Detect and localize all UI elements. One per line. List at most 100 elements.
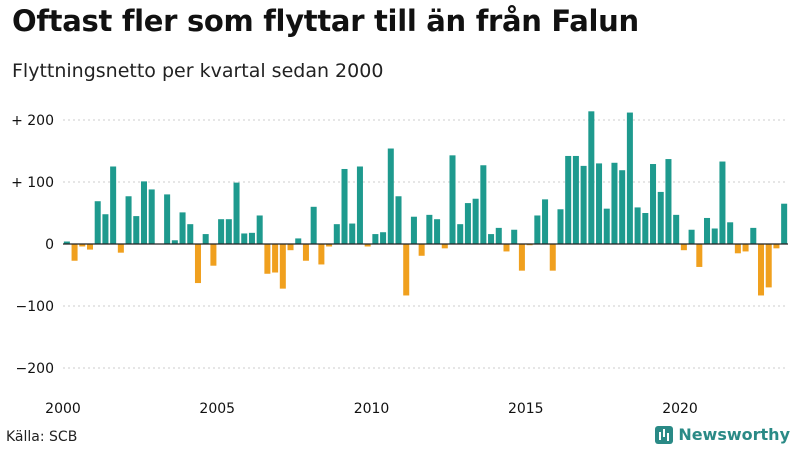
bar [79,244,86,247]
bar [110,166,117,244]
x-tick-label: 2005 [199,401,235,417]
bar [364,244,371,247]
bar [480,165,487,244]
bar [696,244,703,267]
bar [750,227,757,244]
bar [326,244,333,247]
bar [619,170,626,244]
bar [140,181,147,244]
bar [572,155,579,244]
bar [704,217,711,244]
bar [781,203,788,244]
bar [503,244,510,252]
brand-name: Newsworthy [678,425,790,444]
bar [534,215,541,244]
bar [395,196,402,244]
brand-logo: Newsworthy [655,425,790,444]
bar [758,244,765,296]
bar [464,203,471,244]
bar [580,165,587,244]
y-tick-label: + 200 [11,113,54,129]
bar [673,214,680,244]
bar [218,219,225,244]
x-tick-label: 2015 [508,401,544,417]
bar [210,244,217,266]
y-tick-label: −100 [16,299,54,315]
chart-logo-icon [655,425,674,444]
x-tick-label: 2000 [45,401,81,417]
bar [441,244,448,249]
bar [102,214,109,244]
bar [742,244,749,252]
bar [773,244,780,249]
bar [341,168,348,244]
bar [225,219,232,244]
bar [318,244,325,265]
bar [549,244,556,271]
bar [256,215,263,244]
bar [133,216,140,244]
bar [241,233,248,244]
bar [457,224,464,244]
bar [194,244,201,284]
bar [526,244,533,246]
bar [295,238,302,244]
bar [86,244,94,250]
chart-title: Oftast fler som flyttar till än från Fal… [12,4,639,38]
bar [488,234,495,244]
bar [495,227,502,244]
bar [287,244,294,251]
bar [434,219,441,244]
bar [542,199,549,244]
x-tick-label: 2020 [662,401,698,417]
bar [680,244,687,251]
bar [410,216,417,244]
bar [63,241,70,244]
bar [171,240,178,244]
bar [642,213,649,244]
bar [557,209,564,244]
bar [94,201,101,244]
bar [117,244,124,253]
bar [657,191,664,244]
bar [688,229,695,244]
bar [511,229,518,244]
y-tick-label: −200 [16,361,54,377]
bar [418,244,425,256]
bar [356,166,363,244]
bar [711,228,718,244]
bar [518,244,525,271]
bar [734,244,741,254]
bar [71,244,78,261]
bar [233,182,240,244]
bar [727,222,734,244]
bar [403,244,410,296]
bar [565,155,572,244]
bar [626,112,633,244]
bar [650,164,657,244]
bar [603,208,610,244]
bar [719,161,726,244]
chart-subtitle: Flyttningsnetto per kvartal sedan 2000 [12,60,384,82]
bar [248,232,255,244]
bar [380,232,387,244]
bar [588,111,595,244]
bar [426,214,433,244]
y-tick-label: + 100 [11,175,54,191]
bar [279,244,286,289]
bar [302,244,309,261]
bar [596,163,603,244]
bar [665,159,672,244]
bar [164,194,171,244]
bar [125,196,132,244]
bar [634,207,641,244]
bar [179,212,186,244]
x-tick-label: 2010 [354,401,390,417]
bar [187,224,194,244]
y-tick-label: 0 [45,237,54,253]
bar [202,234,209,244]
bar [148,189,155,244]
bar [310,206,317,244]
bar [472,198,479,244]
